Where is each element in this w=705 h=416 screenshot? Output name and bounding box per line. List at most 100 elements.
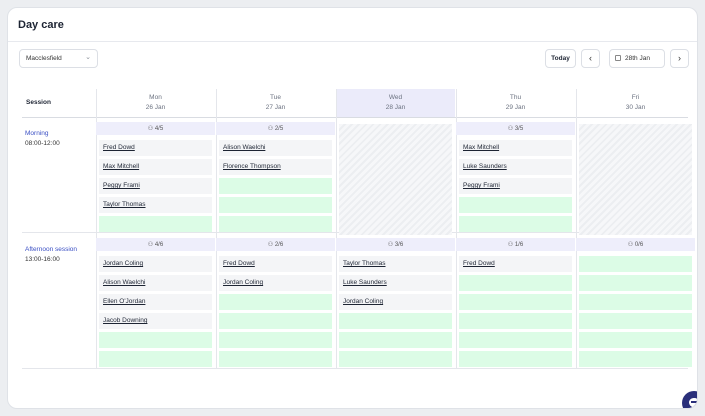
available-slot[interactable] <box>219 313 332 329</box>
prev-week-button[interactable]: ‹ <box>581 49 600 68</box>
available-slot[interactable] <box>459 313 572 329</box>
capacity-count: 3/5 <box>514 126 524 132</box>
column-divider <box>576 89 577 369</box>
capacity-summary: ⚇ 4/6 <box>96 238 215 251</box>
booking-slot[interactable]: Florence Thompson <box>219 159 332 175</box>
available-slot[interactable] <box>339 351 452 367</box>
booking-slot[interactable]: Jordan Coling <box>339 294 452 310</box>
column-divider <box>336 89 337 369</box>
day-name: Fri <box>631 94 640 101</box>
booking-slot[interactable]: Peggy Frami <box>459 178 572 194</box>
available-slot[interactable] <box>219 216 332 232</box>
session-label: Morning 08:00-12:00 <box>25 129 60 149</box>
booking-slot[interactable]: Peggy Frami <box>99 178 212 194</box>
closed-day-area <box>579 124 692 235</box>
booking-slot[interactable]: Taylor Thomas <box>99 197 212 213</box>
available-slot[interactable] <box>99 332 212 348</box>
person-icon: ⚇ <box>387 242 395 248</box>
available-slot[interactable] <box>579 256 692 272</box>
session-name[interactable]: Morning <box>25 130 49 137</box>
available-slot[interactable] <box>99 351 212 367</box>
session-name[interactable]: Afternoon session <box>25 246 78 253</box>
available-slot[interactable] <box>219 197 332 213</box>
available-slot[interactable] <box>579 332 692 348</box>
available-slot[interactable] <box>339 332 452 348</box>
capacity-count: 2/6 <box>274 242 284 248</box>
today-button[interactable]: Today <box>545 49 576 68</box>
booking-slot[interactable]: Max Mitchell <box>99 159 212 175</box>
session-label: Afternoon session 13:00-16:00 <box>25 245 77 265</box>
day-name: Wed <box>388 94 403 101</box>
location-value: Macclesfield <box>26 55 62 62</box>
available-slot[interactable] <box>219 332 332 348</box>
grid-bottom-line <box>22 368 688 369</box>
day-date: 27 Jan <box>265 104 286 111</box>
available-slot[interactable] <box>459 216 572 232</box>
chat-dots <box>691 401 697 403</box>
available-slot[interactable] <box>459 332 572 348</box>
capacity-summary: ⚇ 3/6 <box>336 238 455 251</box>
day-date: 30 Jan <box>625 104 646 111</box>
booking-slot[interactable]: Jordan Coling <box>219 275 332 291</box>
capacity-summary: ⚇ 1/6 <box>456 238 575 251</box>
available-slot[interactable] <box>459 197 572 213</box>
date-label: 28th Jan <box>625 55 650 62</box>
page-title: Day care <box>18 19 64 31</box>
booking-slot[interactable]: Jacob Downing <box>99 313 212 329</box>
booking-slot[interactable]: Fred Dowd <box>219 256 332 272</box>
booking-slot[interactable]: Max Mitchell <box>459 140 572 156</box>
day-name: Thu <box>509 94 522 101</box>
available-slot[interactable] <box>459 275 572 291</box>
capacity-count: 1/6 <box>514 242 524 248</box>
header-divider-line <box>22 117 688 118</box>
chevron-down-icon: ⌄ <box>85 54 91 61</box>
person-icon: ⚇ <box>507 126 515 132</box>
available-slot[interactable] <box>579 275 692 291</box>
header-divider <box>8 41 697 42</box>
booking-slot[interactable]: Fred Dowd <box>99 140 212 156</box>
booking-slot[interactable]: Ellen O'Jordan <box>99 294 212 310</box>
booking-slot[interactable]: Jordan Coling <box>99 256 212 272</box>
capacity-count: 4/5 <box>154 126 164 132</box>
available-slot[interactable] <box>579 313 692 329</box>
available-slot[interactable] <box>459 294 572 310</box>
date-picker[interactable]: 28th Jan <box>609 49 665 68</box>
day-date: 28 Jan <box>385 104 406 111</box>
available-slot[interactable] <box>99 216 212 232</box>
location-select[interactable]: Macclesfield ⌄ <box>19 49 98 68</box>
available-slot[interactable] <box>579 351 692 367</box>
capacity-count: 4/6 <box>154 242 164 248</box>
available-slot[interactable] <box>339 313 452 329</box>
day-name: Mon <box>149 94 162 101</box>
person-icon: ⚇ <box>147 126 155 132</box>
booking-slot[interactable]: Taylor Thomas <box>339 256 452 272</box>
next-week-button[interactable]: › <box>670 49 689 68</box>
capacity-summary: ⚇ 0/6 <box>576 238 695 251</box>
available-slot[interactable] <box>219 294 332 310</box>
schedule-grid: Session Mon 26 Jan Tue 27 Jan Wed 28 Jan Thu 29… <box>22 89 695 369</box>
calendar-icon <box>615 55 621 61</box>
person-icon: ⚇ <box>147 242 155 248</box>
day-date: 26 Jan <box>145 104 166 111</box>
available-slot[interactable] <box>459 351 572 367</box>
day-header-2: Wed 28 Jan <box>336 93 455 113</box>
available-slot[interactable] <box>579 294 692 310</box>
day-date: 29 Jan <box>505 104 526 111</box>
booking-slot[interactable]: Alison Waelchi <box>219 140 332 156</box>
capacity-summary: ⚇ 3/5 <box>456 122 575 135</box>
person-icon: ⚇ <box>507 242 515 248</box>
session-time: 08:00-12:00 <box>25 140 60 147</box>
available-slot[interactable] <box>219 178 332 194</box>
booking-slot[interactable]: Luke Saunders <box>459 159 572 175</box>
day-header-0: Mon 26 Jan <box>96 93 215 113</box>
booking-slot[interactable]: Fred Dowd <box>459 256 572 272</box>
closed-day-area <box>339 124 452 235</box>
booking-slot[interactable]: Alison Waelchi <box>99 275 212 291</box>
available-slot[interactable] <box>219 351 332 367</box>
booking-slot[interactable]: Luke Saunders <box>339 275 452 291</box>
capacity-summary: ⚇ 4/5 <box>96 122 215 135</box>
column-divider <box>96 89 97 369</box>
chat-button[interactable] <box>682 391 697 408</box>
person-icon: ⚇ <box>627 242 635 248</box>
day-name: Tue <box>270 94 281 101</box>
